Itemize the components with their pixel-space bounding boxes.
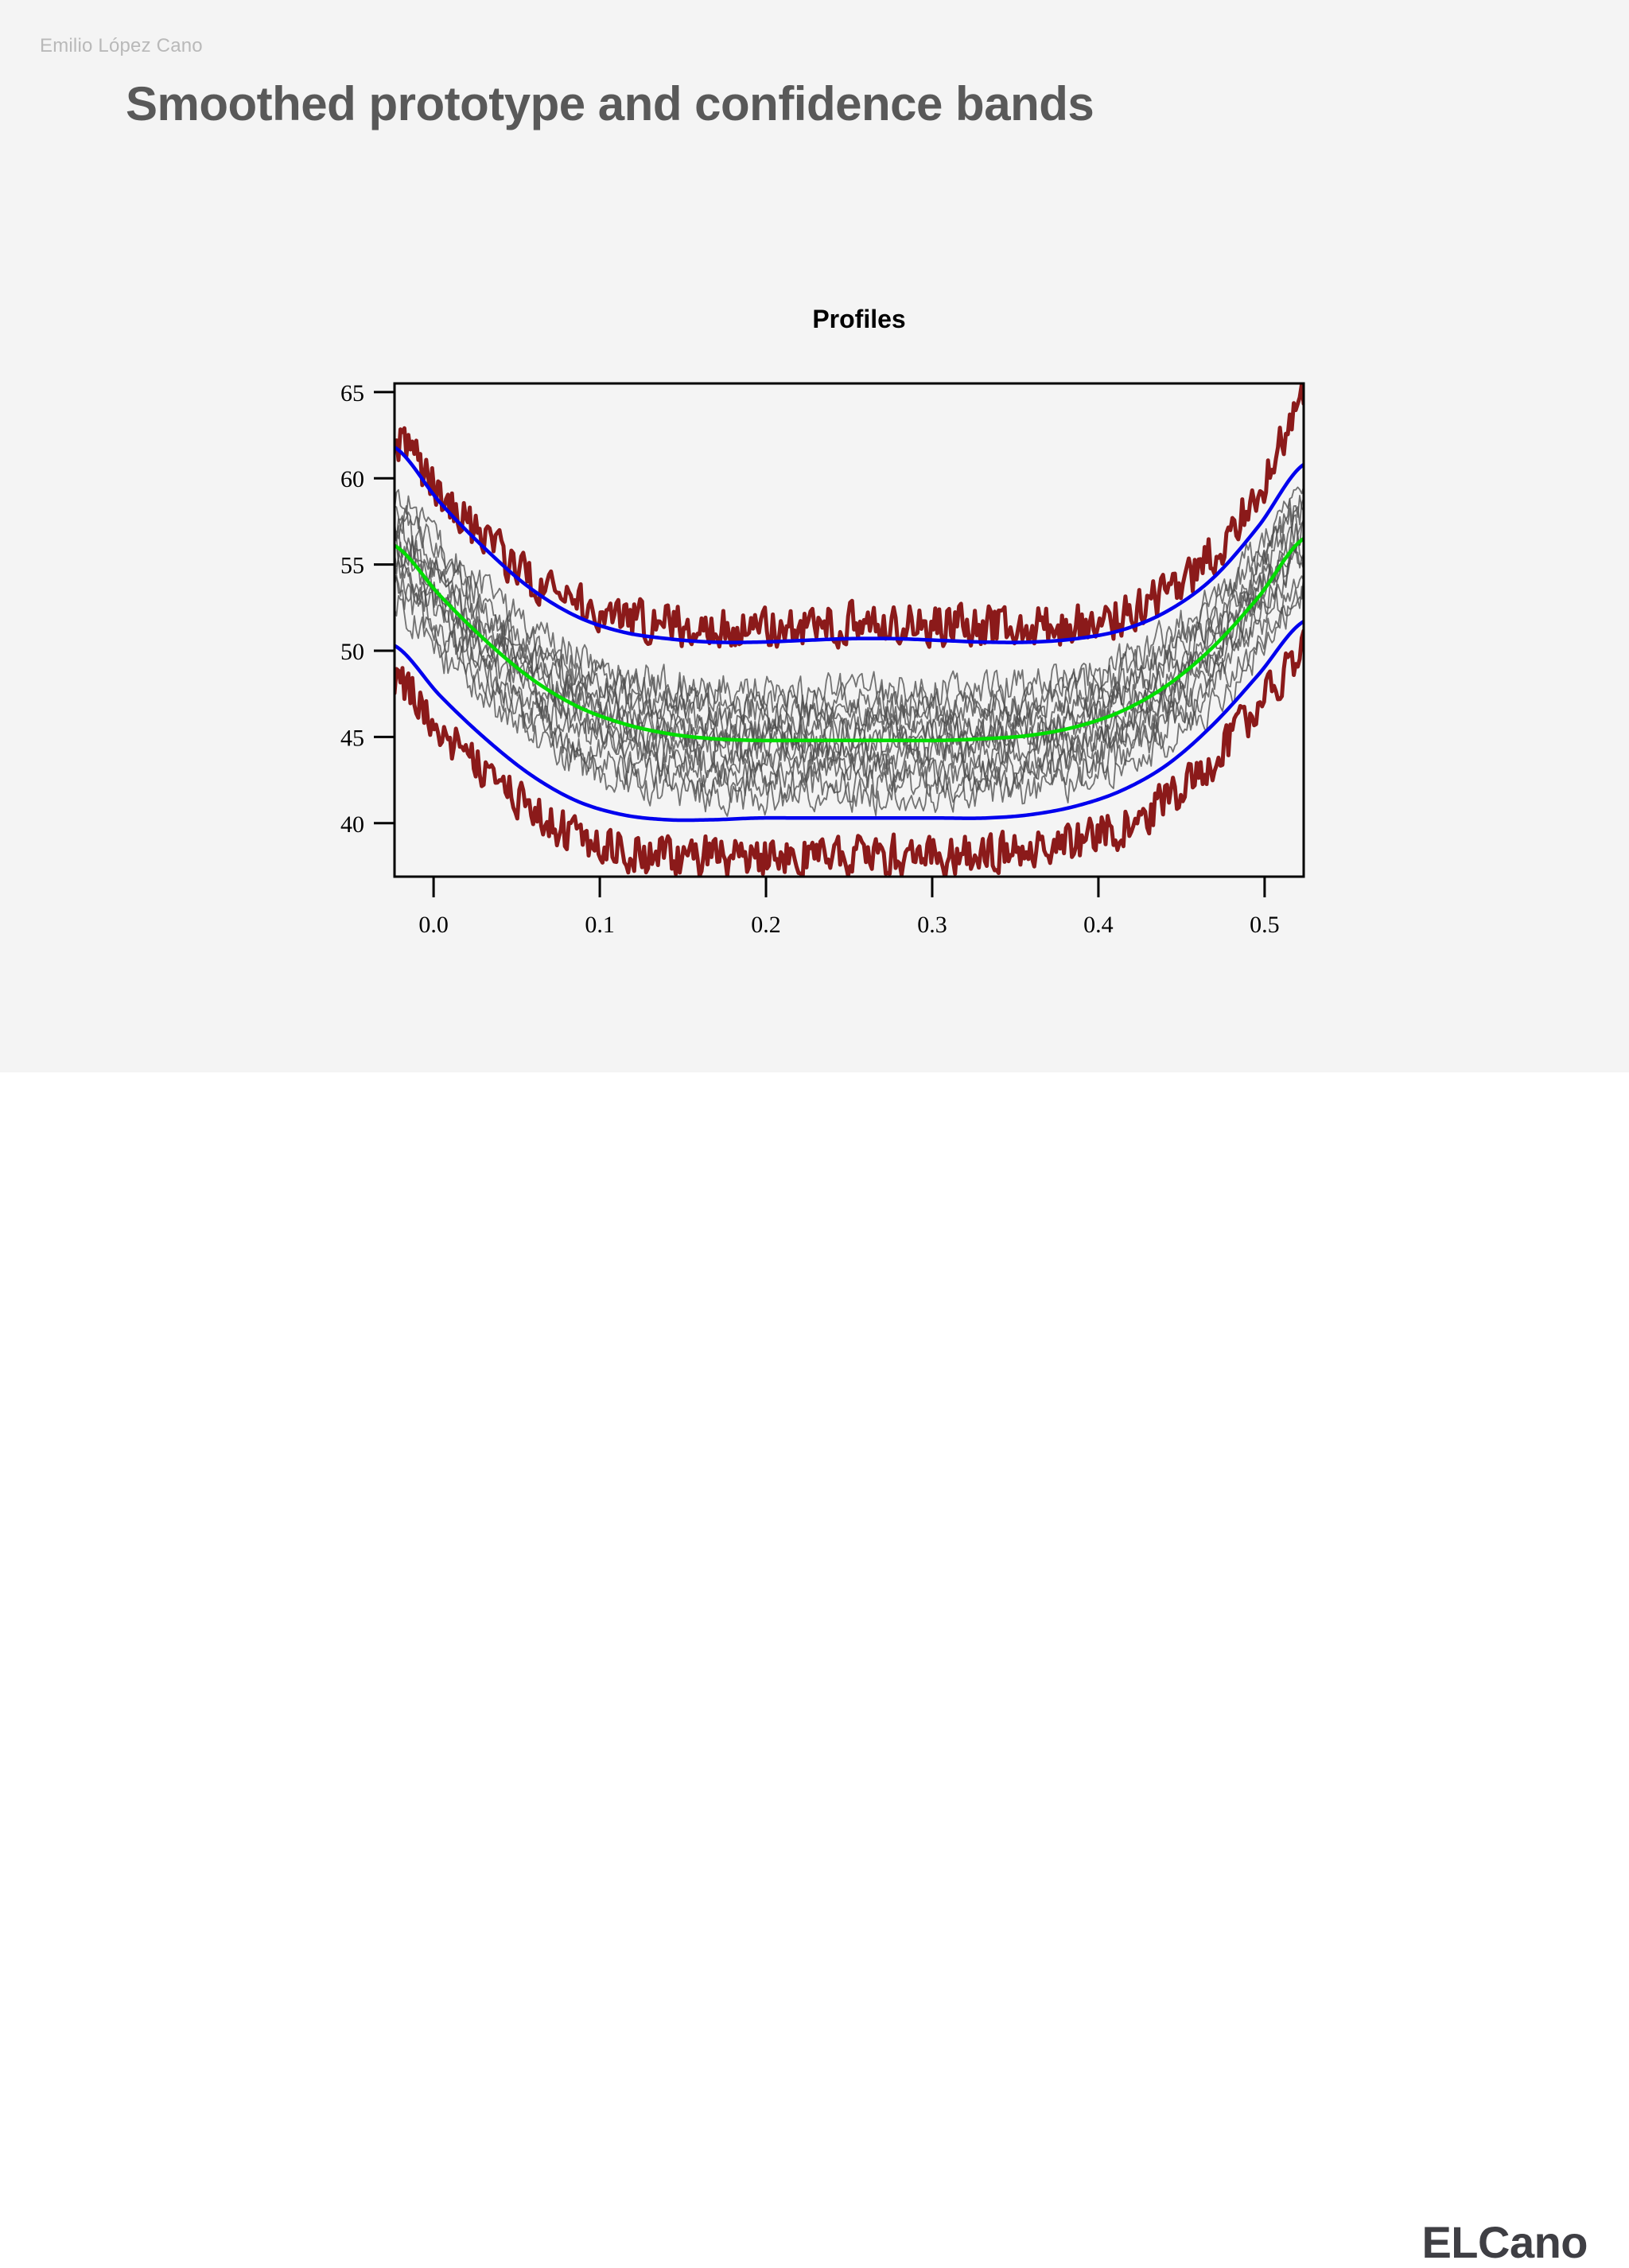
x-tick-label: 0.5 xyxy=(1250,912,1280,938)
profiles-chart: Profiles 40 45 50 55 60 65 0.0 0.1 0.2 0.3 0.4 0.5 xyxy=(262,286,1376,955)
smoothed-prototype-line xyxy=(395,536,1304,743)
y-tick-label: 55 xyxy=(340,553,364,579)
x-tick-label: 0.4 xyxy=(1083,912,1114,938)
x-tick-label: 0.3 xyxy=(917,912,947,938)
noisy-lower-band-line xyxy=(395,628,1304,877)
smoothed-upper-band-line xyxy=(395,445,1304,644)
footer-bar: ELCano xyxy=(0,1072,1629,2267)
y-axis: 40 45 50 55 60 65 xyxy=(340,380,395,838)
chart-title: Profiles xyxy=(812,305,905,333)
chart-svg: Profiles 40 45 50 55 60 65 0.0 0.1 0.2 0.3 0.4 0.5 xyxy=(340,305,1305,938)
profile-line xyxy=(395,585,1304,817)
x-tick-label: 0.0 xyxy=(418,912,449,938)
plot-box-border xyxy=(393,382,1305,878)
profile-line xyxy=(395,485,1304,710)
y-tick-label: 50 xyxy=(340,639,364,665)
x-tick-label: 0.2 xyxy=(751,912,781,938)
brand-logo: ELCano xyxy=(1421,2217,1588,2267)
y-tick-label: 60 xyxy=(340,466,364,492)
plot-panel xyxy=(393,382,1305,878)
profile-line xyxy=(395,514,1304,742)
y-tick-label: 40 xyxy=(340,811,364,838)
page-title: Smoothed prototype and confidence bands xyxy=(126,77,1094,130)
x-tick-label: 0.1 xyxy=(585,912,615,938)
y-tick-label: 65 xyxy=(340,380,364,407)
profile-line xyxy=(395,495,1304,722)
y-tick-label: 45 xyxy=(340,725,364,751)
profile-line xyxy=(395,546,1304,783)
data-layer xyxy=(395,383,1304,877)
profile-line xyxy=(395,520,1304,749)
profile-line xyxy=(395,497,1304,732)
author-name: Emilio López Cano xyxy=(40,35,203,56)
smoothed-lower-band-line xyxy=(395,619,1304,823)
profile-line xyxy=(395,574,1304,803)
x-axis: 0.0 0.1 0.2 0.3 0.4 0.5 xyxy=(418,877,1280,938)
slide-body: Emilio López Cano Smoothed prototype and… xyxy=(0,0,1629,1072)
noisy-upper-band-line xyxy=(395,383,1304,650)
